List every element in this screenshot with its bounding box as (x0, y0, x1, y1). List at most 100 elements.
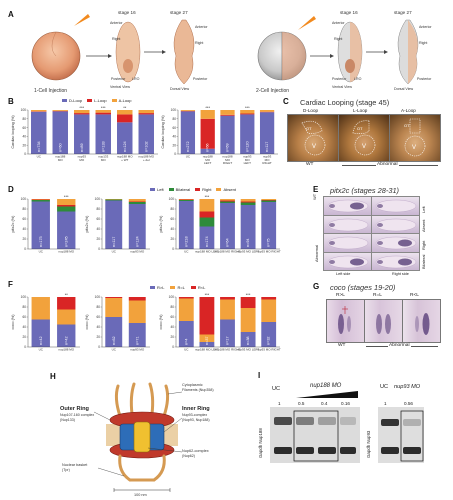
chart-f3: coco (%) 0 20 40 60 80 100 n=4 UC n=37 *** nup188 M… (159, 292, 281, 352)
y-tick-label: 100 (21, 108, 27, 112)
y-tick-label: 20 (96, 237, 100, 241)
x-tick-label: UC (37, 155, 42, 159)
x-tick-label: + del (143, 158, 150, 162)
legend-swatch (87, 98, 93, 103)
inner-ring-label: Inner Ring (182, 406, 210, 412)
bar-segment (240, 113, 255, 115)
bar-segment (57, 297, 76, 310)
x-tick-label: UC (112, 348, 117, 352)
bar-segment (105, 317, 123, 347)
pitx2c-embryo-photo (323, 196, 372, 216)
x-tick-label: UC (184, 250, 189, 254)
x-tick-label: RIGHT (262, 161, 272, 165)
bar-segment (95, 112, 111, 115)
chart-f1: coco (%) 0 20 40 60 80 100 n=42 UC n=42 ** nup188 M… (11, 292, 80, 352)
significance-label: *** (245, 105, 250, 110)
lro-1: LRO (132, 77, 140, 81)
n-label: n=38 (246, 336, 250, 345)
bar-segment (57, 309, 76, 325)
injection-needle-1 (74, 14, 90, 26)
bar-segment (31, 199, 50, 200)
y-axis-label: pitx2c (%) (85, 215, 89, 233)
bar-segment (138, 110, 154, 114)
pitx2c-embryo-photo (371, 196, 420, 216)
legend-swatch (150, 285, 155, 290)
significance-label: *** (246, 292, 251, 297)
dorsal-view-2: Dorsal View (394, 87, 414, 91)
bar-segment (240, 199, 256, 202)
legend-swatch (168, 187, 174, 192)
n-label: n=174 (205, 236, 209, 247)
y-tick-label: 100 (171, 108, 177, 112)
bar-segment (31, 110, 47, 112)
y-axis-label: coco (%) (159, 314, 163, 330)
bar-segment (261, 202, 277, 249)
bar-segment (128, 201, 146, 202)
x-tick-label: nup93 MO RIGHT (257, 250, 281, 254)
n-label: n=734 (37, 141, 41, 152)
bar-segment (261, 199, 277, 200)
y-tick-label: 80 (170, 305, 174, 309)
x-tick-label: nup93 (263, 155, 272, 159)
y-tick-label: 20 (172, 143, 176, 147)
n-label: n=124 (135, 236, 139, 247)
significance-label: ** (65, 292, 69, 297)
chart-b1: Cardiac looping (%) 0 20 40 60 80 100 n=734 UC n=… (11, 105, 158, 162)
significance-label: *** (79, 105, 84, 110)
right-1b: Right (195, 41, 203, 45)
y-tick-label: 0 (24, 345, 26, 349)
x-tick-label: nup188 MO RIGHT (215, 250, 241, 254)
blot-uc-label: UC (272, 386, 281, 392)
legend-d: Left Bilateral Right Absent (150, 187, 236, 192)
n-label: n=37 (205, 336, 209, 345)
blot-ylabel-left: Gapdh Nup188 (258, 428, 263, 458)
panel-e-wt: WT (312, 193, 317, 200)
bar-segment (261, 297, 277, 300)
x-tick-label: UC (184, 348, 189, 352)
significance-label: *** (101, 105, 106, 110)
bar-segment (57, 206, 76, 212)
inner-ring-sub2: (Nup93, Nup188) (182, 418, 210, 422)
n-label: n=66 (206, 143, 210, 152)
bar-segment (261, 200, 277, 201)
bar-segment (220, 114, 235, 116)
bar-segment (31, 319, 50, 347)
panel-e-title: pitx2c (stages 28-31) (330, 186, 400, 195)
y-tick-label: 60 (96, 315, 100, 319)
x-tick-label: nup93 (243, 155, 252, 159)
bar-segment (31, 200, 50, 202)
panel-c-abnormal: Abnormal (376, 162, 399, 167)
x-tick-label: nup188 (203, 155, 213, 159)
bar-segment (178, 199, 194, 200)
y-tick-label: 20 (170, 335, 174, 339)
panel-h-letter: H (50, 372, 56, 381)
n-label: n=245 (64, 236, 68, 247)
x-tick-label: nup93 MO RIGHT (257, 348, 281, 352)
bar-segment (31, 111, 47, 154)
ventral-view-2: Ventral View (332, 85, 352, 89)
bar-segment (128, 199, 146, 202)
bar-segment (199, 217, 215, 227)
x-tick-label: nup188 MO LEFT (195, 250, 219, 254)
y-tick-label: 80 (22, 117, 26, 121)
panel-c-wt: WT (306, 162, 314, 167)
bar-segment (128, 323, 146, 347)
y-tick-label: 40 (22, 135, 26, 139)
ot-label-3: OT (404, 123, 410, 128)
heart-photo-d-loop: OT V (287, 114, 339, 162)
posterior-1b: Posterior (193, 77, 208, 81)
v-label-1: V (312, 144, 316, 150)
bar-segment (117, 114, 133, 123)
legend-d-0: Left (157, 187, 164, 192)
pitx2c-embryo-photo (371, 214, 420, 234)
x-tick-label: MO (205, 158, 210, 162)
n-label: n=32 (267, 336, 271, 345)
legend-b-2: A-Loop (118, 98, 132, 103)
bar-segment (138, 114, 154, 154)
bar-segment (52, 111, 68, 154)
significance-label: *** (205, 194, 210, 199)
panel-g-title: coco (stages 19-20) (330, 283, 396, 292)
coco-photo-req (364, 299, 403, 343)
y-tick-label: 0 (172, 247, 174, 251)
v-label-3: V (412, 145, 416, 151)
